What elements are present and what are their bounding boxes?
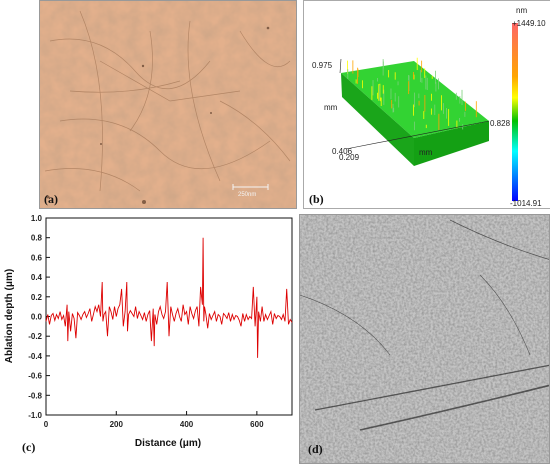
surface-3d-plot: 0.975 mm 0.828 mm 0.406 0.209 nm +1449.1… <box>312 6 546 208</box>
color-scale-min: -1014.91 <box>510 199 542 208</box>
micrograph-d-texture <box>300 215 549 463</box>
panel-a-label: (a) <box>44 192 58 206</box>
y-tick-label: 1.0 <box>31 214 43 223</box>
panel-b-label: (b) <box>309 192 324 206</box>
color-scale-max: +1449.10 <box>512 19 546 28</box>
color-scale-bar <box>512 23 518 201</box>
y-tick-label: 0.2 <box>31 293 43 302</box>
x-tick-label: 0 <box>44 420 49 429</box>
surface-3d-panel-b: 0.975 mm 0.828 mm 0.406 0.209 nm +1449.1… <box>303 0 550 209</box>
surface-side-right <box>414 121 489 166</box>
axis-x-value: 0.828 <box>490 119 511 128</box>
x-tick-label: 400 <box>180 420 194 429</box>
y-tick-label: -1.0 <box>28 411 42 420</box>
series-line <box>45 237 293 358</box>
y-tick-label: -0.6 <box>28 372 42 381</box>
axis-x-unit: mm <box>419 148 433 157</box>
surface-top <box>341 61 489 138</box>
micrograph-panel-d: (d) <box>299 214 550 464</box>
x-axis-title: Distance (μm) <box>135 438 201 449</box>
y-tick-label: 0.6 <box>31 253 43 262</box>
axis-origin-value-1: 0.406 <box>332 147 353 156</box>
y-tick-label: -0.8 <box>28 391 42 400</box>
x-tick-label: 600 <box>250 420 264 429</box>
y-axis-title: Ablation depth (μm) <box>4 269 15 363</box>
surface-side-left <box>341 73 414 166</box>
x-axis-line <box>345 120 490 150</box>
y-tick-label: -0.4 <box>28 352 42 361</box>
ablation-depth-chart: 1.0 0.8 0.6 0.4 0.2 0.0 -0.2 -0.4 -0.6 -0.8 -1.0 0… <box>4 214 293 449</box>
x-tick-label: 200 <box>110 420 124 429</box>
panel-d-label: (d) <box>308 442 323 456</box>
axis-y-value: 0.975 <box>312 61 333 70</box>
axis-origin-value-2: 0.209 <box>339 153 360 162</box>
axis-y-unit: mm <box>324 103 338 112</box>
panel-c-label: (c) <box>22 440 36 454</box>
y-tick-label: 0.4 <box>31 273 43 282</box>
micrograph-a-texture: 250nm <box>40 1 296 208</box>
y-tick-label: -0.2 <box>28 332 42 341</box>
y-tick-label: 0.0 <box>31 313 43 322</box>
color-scale-unit: nm <box>516 6 527 15</box>
scale-bar-label: 250nm <box>238 192 256 198</box>
y-tick-label: 0.8 <box>31 234 43 243</box>
micrograph-panel-a: 250nm (a) <box>39 0 297 209</box>
